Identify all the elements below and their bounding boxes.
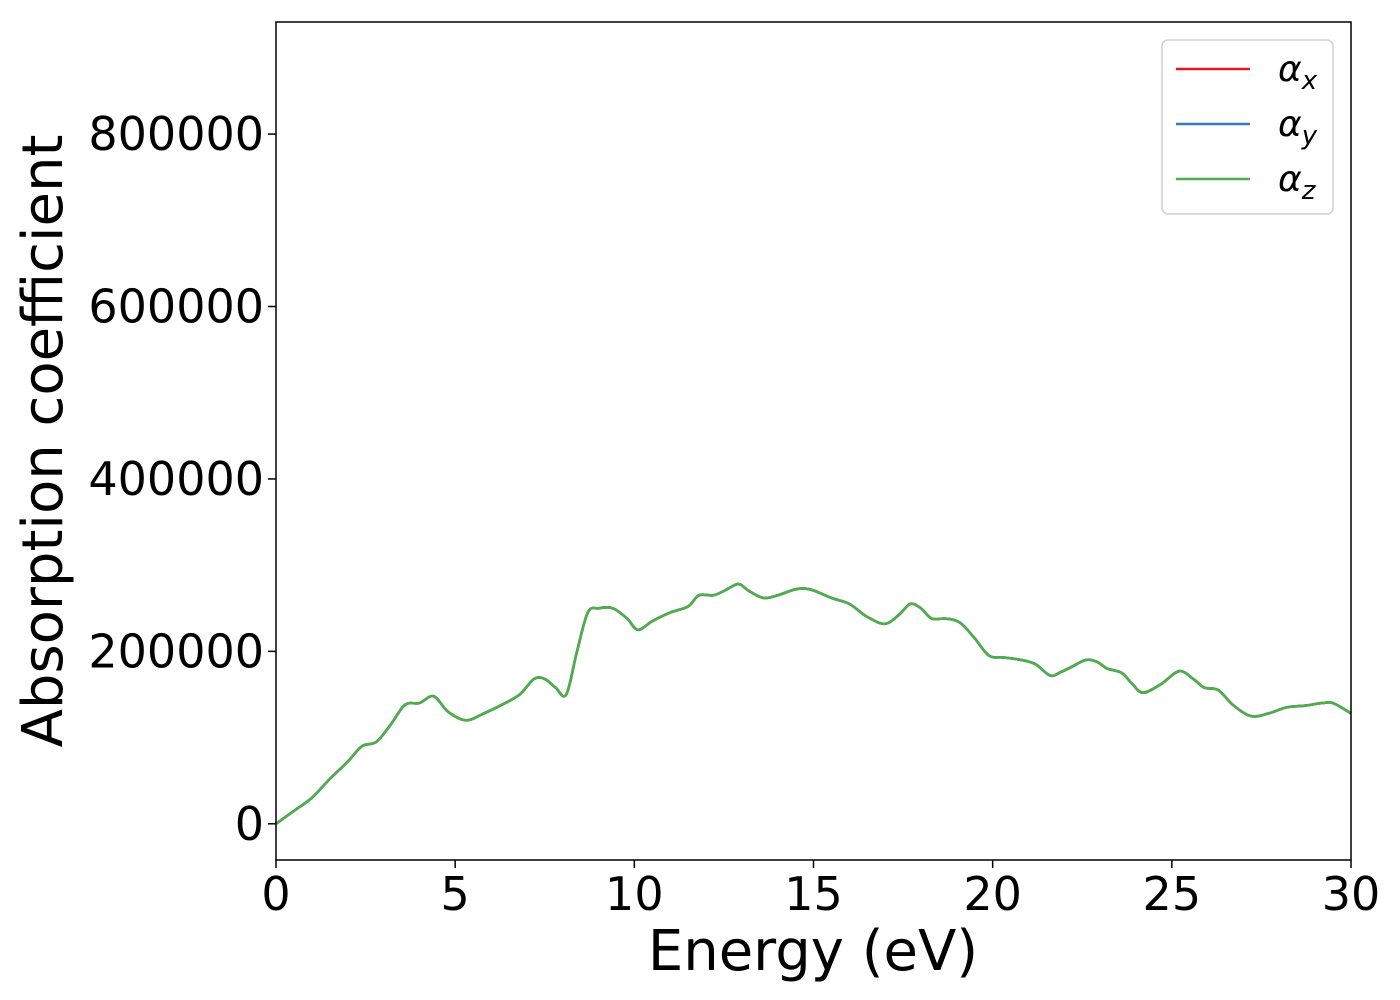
legend-subscript: z — [1301, 176, 1317, 206]
legend-symbol: α — [1278, 49, 1302, 90]
legend-subscript: x — [1301, 66, 1318, 96]
y-tick-label: 0 — [235, 797, 264, 851]
x-axis-title: Energy (eV) — [648, 919, 978, 984]
x-tick-label: 10 — [605, 867, 664, 921]
x-tick-label: 5 — [441, 867, 470, 921]
legend-label: αz — [1278, 159, 1317, 206]
y-axis-title: Absorption coefficient — [11, 135, 76, 748]
legend-subscript: y — [1301, 121, 1318, 151]
legend-box — [1161, 39, 1334, 215]
x-tick-label: 15 — [784, 867, 843, 921]
y-tick-label: 200000 — [88, 624, 264, 678]
legend-label: αx — [1278, 49, 1318, 96]
legend-label: αy — [1278, 104, 1318, 151]
x-tick-label: 30 — [1322, 867, 1381, 921]
y-axis: 0 200000 400000 600000 800000 — [88, 107, 276, 851]
x-tick-label: 20 — [963, 867, 1022, 921]
legend-symbol: α — [1278, 104, 1302, 145]
x-tick-label: 0 — [261, 867, 290, 921]
x-tick-label: 25 — [1143, 867, 1202, 921]
x-axis: 0 5 10 15 20 25 30 — [261, 860, 1380, 921]
series-line-z — [275, 582, 1352, 825]
series-layer — [275, 582, 1352, 825]
y-tick-label: 600000 — [88, 280, 264, 334]
y-tick-label: 400000 — [88, 452, 264, 506]
legend-symbol: α — [1278, 159, 1302, 200]
y-tick-label: 800000 — [88, 107, 264, 161]
